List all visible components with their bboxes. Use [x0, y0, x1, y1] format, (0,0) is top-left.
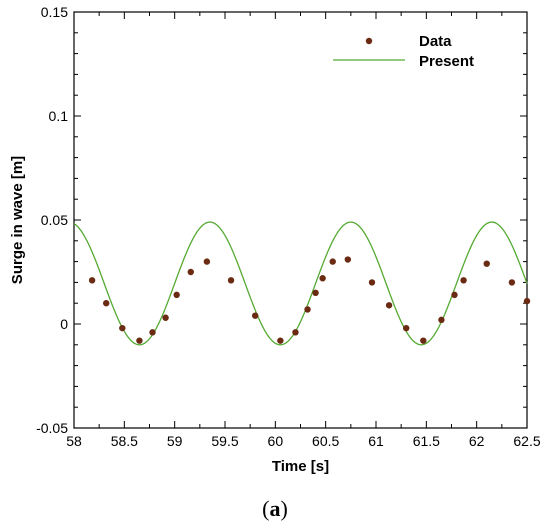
y-tick-label: 0.05 — [41, 212, 68, 228]
data-point — [403, 324, 410, 332]
data-point — [312, 289, 319, 296]
y-axis-label: Surge in wave [m] — [9, 156, 26, 284]
data-point — [420, 337, 427, 344]
caption-letter: a — [269, 496, 281, 521]
data-point — [292, 329, 299, 336]
data-point — [368, 279, 376, 286]
x-tick-label: 58.5 — [111, 433, 138, 449]
data-point — [483, 260, 490, 267]
data-point — [119, 324, 126, 332]
legend-data-label: Data — [419, 33, 452, 50]
figure-caption: (a) — [0, 496, 550, 522]
legend: Data Present — [333, 33, 474, 70]
x-tick-label: 60.5 — [312, 433, 339, 449]
data-point — [508, 279, 516, 286]
tick-labels: 58 58.5 59 59.5 60 60.5 61 61.5 62 62.5 -0.05 0 0.05… — [36, 4, 541, 449]
data-point — [451, 291, 458, 299]
caption-open: ( — [262, 496, 270, 521]
data-point — [523, 297, 531, 305]
plot-area — [73, 11, 528, 429]
y-tick-label: 0 — [60, 316, 68, 332]
x-axis-label: Time [s] — [272, 458, 329, 475]
x-tick-label: 60 — [268, 433, 284, 449]
data-point — [277, 337, 284, 344]
series-layer — [73, 221, 531, 346]
present-line — [73, 221, 528, 346]
tick-marks — [73, 11, 528, 429]
data-point — [88, 277, 96, 284]
y-tick-label: 0.15 — [41, 4, 68, 20]
x-tick-label: 62 — [469, 433, 485, 449]
data-point — [136, 337, 143, 344]
legend-present-label: Present — [419, 53, 474, 70]
data-point — [203, 258, 211, 265]
x-tick-label: 61.5 — [413, 433, 440, 449]
x-tick-label: 59.5 — [211, 433, 238, 449]
data-point — [460, 277, 467, 284]
data-point — [304, 306, 311, 313]
y-tick-label: -0.05 — [36, 420, 68, 436]
x-tick-label: 58 — [66, 433, 82, 449]
chart: 58 58.5 59 59.5 60 60.5 61 61.5 62 62.5 -0.05 0 0.05… — [9, 4, 541, 475]
data-point — [103, 300, 110, 307]
data-point — [329, 258, 336, 265]
data-point — [252, 312, 259, 319]
data-point — [227, 277, 235, 284]
data-point — [149, 329, 156, 336]
data-point — [438, 316, 445, 324]
data-point — [187, 268, 194, 276]
data-point — [162, 314, 169, 321]
x-tick-label: 62.5 — [513, 433, 540, 449]
x-tick-label: 61 — [368, 433, 384, 449]
data-point — [344, 256, 352, 263]
data-point — [173, 291, 180, 299]
data-point — [319, 275, 326, 282]
caption-close: ) — [280, 496, 288, 521]
legend-data-marker — [365, 37, 373, 45]
x-tick-label: 59 — [167, 433, 183, 449]
data-point — [385, 302, 393, 309]
y-tick-label: 0.1 — [49, 108, 69, 124]
plot-frame — [73, 11, 528, 429]
